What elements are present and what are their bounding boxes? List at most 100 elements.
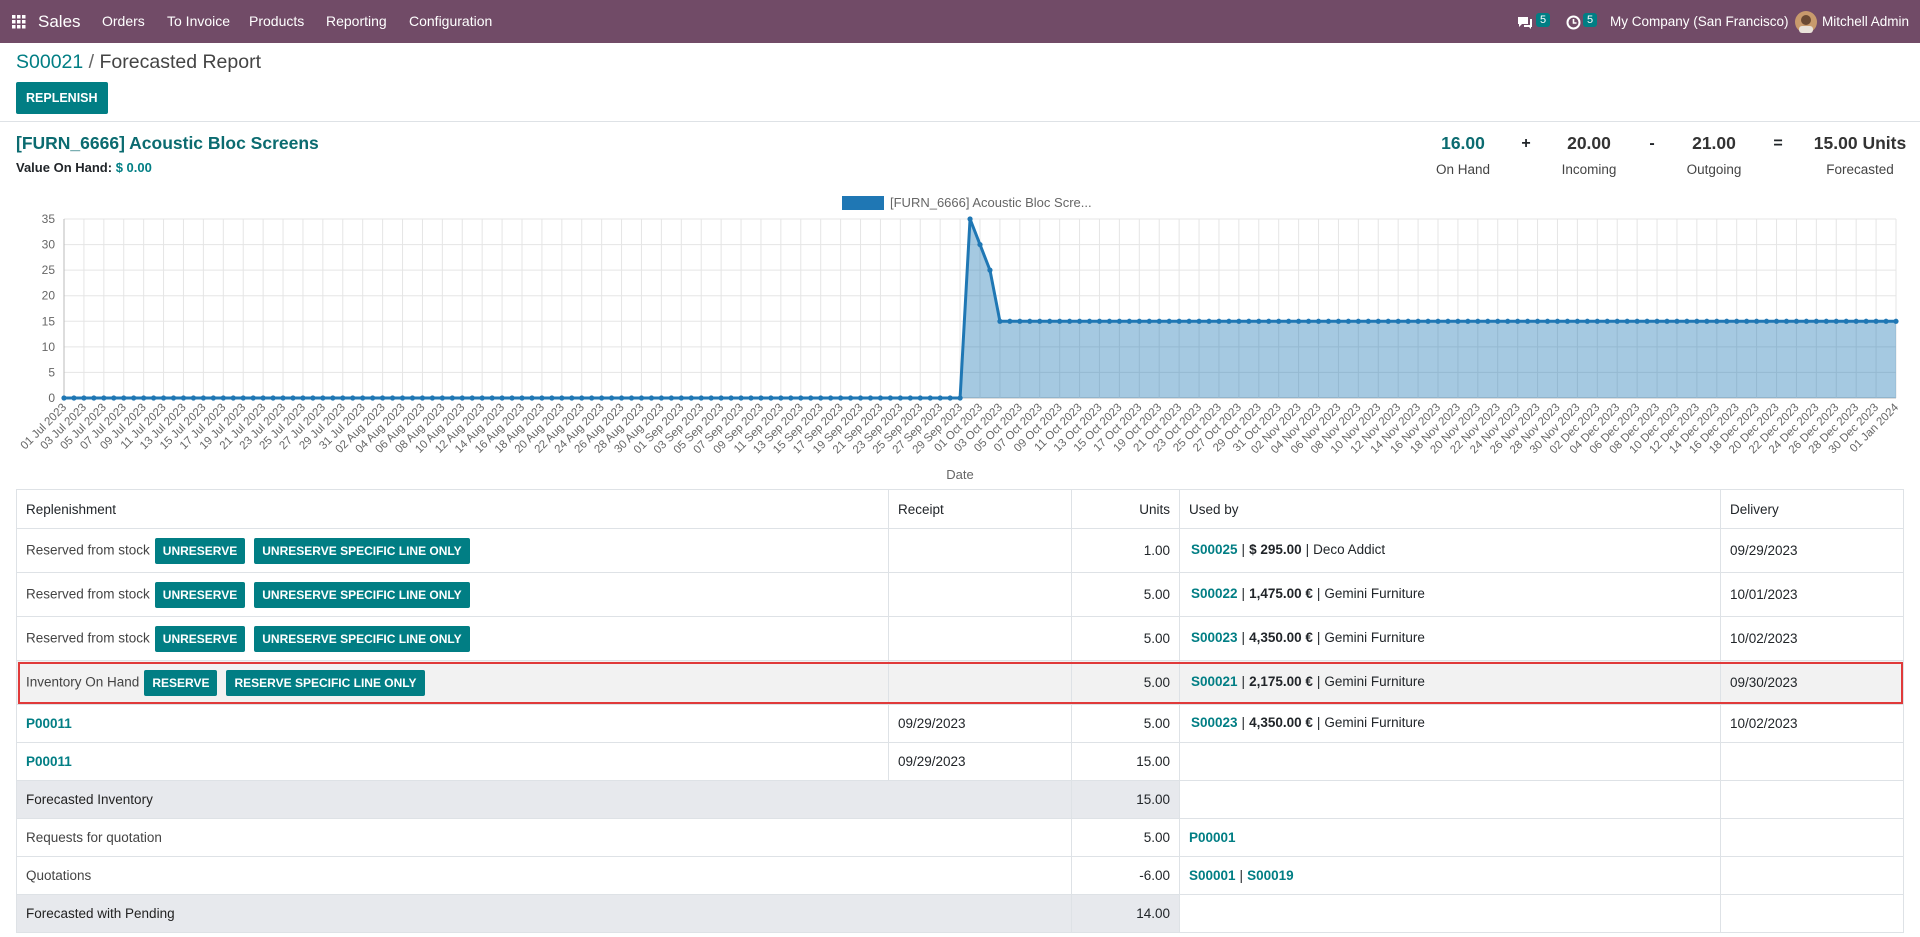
delivery-date: 09/30/2023 [1730,675,1798,690]
point [310,395,316,401]
document-link[interactable]: P00011 [26,716,72,731]
order-link[interactable]: S00023 [1191,715,1238,730]
receipt-cell [888,660,1072,705]
point [768,395,774,401]
table-row: Reserved from stock UNRESERVE UNRESERVE SP… [16,616,1904,661]
menu-item[interactable]: Configuration [409,13,493,29]
app-name[interactable]: Sales [38,12,81,31]
breadcrumb-parent[interactable]: S00021 [16,51,84,73]
separator: | [1241,586,1246,601]
menu-item[interactable]: Reporting [326,13,387,29]
point [1047,318,1053,324]
totals-row: Quotations -6.00 S00001 | S00019 [16,856,1904,895]
point [1674,318,1680,324]
value-amount: $ 0.00 [115,160,152,175]
order-link[interactable]: S00022 [1191,586,1238,601]
point [658,395,664,401]
company[interactable]: My Company (San Francisco) [1610,14,1789,29]
point [818,395,824,401]
order-amount: 4,350.00 € [1249,630,1313,645]
point [668,395,674,401]
apps-icon[interactable] [12,15,26,29]
menu-item[interactable]: To Invoice [167,13,231,29]
units: 5.00 [1143,631,1170,646]
menu-item[interactable]: Products [249,13,305,29]
point [758,395,764,401]
point [579,395,585,401]
totals-units: 15.00 [1136,792,1170,807]
units-cell: 5.00 [1071,660,1180,705]
messages-badge: 5 [1536,13,1551,27]
point [1206,318,1212,324]
point [1106,318,1113,324]
legend-label: [FURN_6666] Acoustic Bloc Scre... [890,195,1092,210]
y-tick-label: 20 [42,289,56,303]
row-button[interactable]: UNRESERVE [154,581,246,608]
column-header: Replenishment [16,489,889,529]
point [409,395,416,401]
units-cell: 15.00 [1071,742,1180,781]
row-button[interactable]: UNRESERVE [154,625,246,652]
row-button[interactable]: UNRESERVE SPECIFIC LINE ONLY [254,537,470,564]
point [1246,318,1252,324]
order-link[interactable]: S00025 [1191,542,1238,557]
avatar[interactable] [1795,11,1817,33]
point [1076,318,1083,324]
receipt-cell: 09/29/2023 [888,742,1072,781]
point [628,395,635,401]
point [499,395,505,401]
point [1614,318,1620,324]
units-cell: 1.00 [1071,528,1180,573]
point [1485,318,1491,324]
order-amount: 1,475.00 € [1249,586,1313,601]
summary-operator: - [1649,135,1655,152]
row-button[interactable]: UNRESERVE SPECIFIC LINE ONLY [254,625,470,652]
replenishment-cell: Inventory On Hand RESERVE RESERVE SPECIFIC… [16,660,889,705]
totals-label-cell: Forecasted Inventory [16,780,1072,819]
replenish-button[interactable]: REPLENISH [16,82,108,114]
point [1564,318,1571,324]
row-button[interactable]: RESERVE SPECIFIC LINE ONLY [226,669,425,696]
order-link[interactable]: S00021 [1191,674,1238,689]
document-link[interactable]: P00011 [26,754,72,769]
summary-label: On Hand [1435,162,1491,177]
product-name[interactable]: [FURN_6666] Acoustic Bloc Screens [16,133,319,153]
row-button[interactable]: RESERVE [144,669,218,696]
point [1465,318,1471,324]
totals-used-by-cell [1179,780,1721,819]
chat-icon[interactable] [1516,15,1534,30]
point [1694,318,1700,324]
point [180,395,187,401]
row-button[interactable]: UNRESERVE SPECIFIC LINE ONLY [254,581,470,608]
point [1584,318,1590,324]
summary-operator: = [1773,135,1783,152]
delivery-cell: 09/29/2023 [1720,528,1904,573]
order-link[interactable]: S00019 [1247,868,1294,883]
point [1116,318,1122,324]
breadcrumb-current: Forecasted Report [99,51,262,73]
point [1624,318,1630,324]
menu-item[interactable]: Orders [102,13,145,29]
order-link[interactable]: P00001 [1189,830,1236,845]
row-button[interactable]: UNRESERVE [154,537,246,564]
point [1554,318,1561,324]
order-amount: 2,175.00 € [1249,674,1313,689]
point [1534,318,1541,324]
point [1445,318,1451,324]
activity-icon[interactable] [1566,15,1581,30]
breadcrumb-separator: / [88,51,95,73]
legend-swatch [842,196,884,210]
point [1226,318,1232,324]
area [64,219,1896,398]
receipt-date: 09/29/2023 [898,754,966,769]
point [439,395,445,401]
user-name[interactable]: Mitchell Admin [1822,14,1910,29]
point [419,395,426,401]
totals-units-cell: 5.00 [1071,818,1180,857]
order-link[interactable]: S00023 [1191,630,1238,645]
order-link[interactable]: S00001 [1189,868,1236,883]
point [1166,318,1172,324]
point [1505,318,1511,324]
point [1096,318,1103,324]
point [320,395,326,401]
